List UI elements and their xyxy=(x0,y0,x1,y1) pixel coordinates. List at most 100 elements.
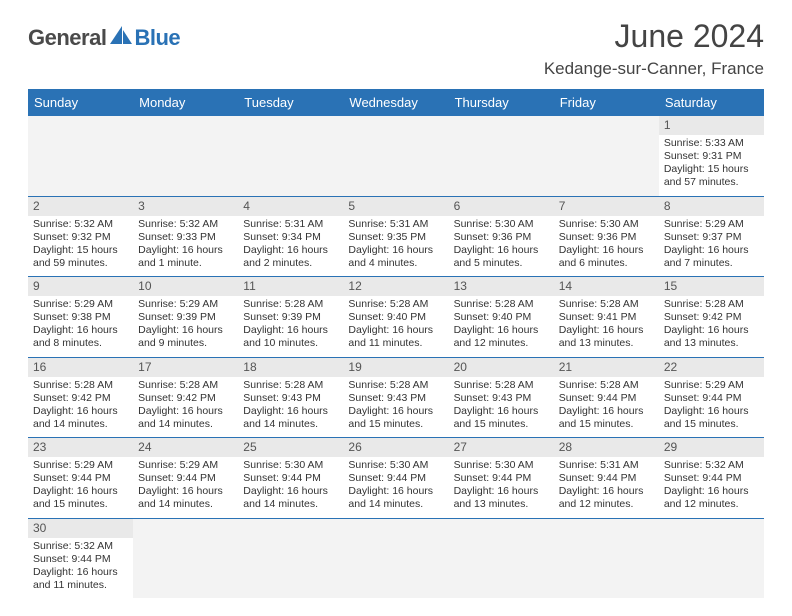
weekday-header: Thursday xyxy=(449,89,554,116)
day-number: 25 xyxy=(238,438,343,457)
logo-text-general: General xyxy=(28,25,106,51)
day-number: 26 xyxy=(343,438,448,457)
day-number: 7 xyxy=(554,197,659,216)
calendar-cell xyxy=(238,518,343,598)
title-block: June 2024 Kedange-sur-Canner, France xyxy=(544,18,764,79)
calendar-cell: 7 Sunrise: 5:30 AMSunset: 9:36 PMDaylight… xyxy=(554,196,659,277)
calendar-cell xyxy=(554,518,659,598)
day-info: Sunrise: 5:30 AMSunset: 9:44 PMDaylight:… xyxy=(348,459,443,512)
day-number: 13 xyxy=(449,277,554,296)
calendar-cell: 1Sunrise: 5:33 AMSunset: 9:31 PMDaylight… xyxy=(659,116,764,196)
day-number: 5 xyxy=(343,197,448,216)
day-number: 28 xyxy=(554,438,659,457)
calendar-cell: 18Sunrise: 5:28 AMSunset: 9:43 PMDayligh… xyxy=(238,357,343,438)
calendar-cell: 28 Sunrise: 5:31 AMSunset: 9:44 PMDayligh… xyxy=(554,438,659,519)
weekday-header: Sunday xyxy=(28,89,133,116)
day-info: Sunrise: 5:29 AMSunset: 9:44 PMDaylight:… xyxy=(33,459,128,512)
day-number: 17 xyxy=(133,358,238,377)
day-info: Sunrise: 5:28 AMSunset: 9:41 PMDaylight:… xyxy=(559,298,654,351)
day-info: Sunrise: 5:29 AMSunset: 9:38 PMDaylight:… xyxy=(33,298,128,351)
day-number: 8 xyxy=(659,197,764,216)
calendar-row: 9 Sunrise: 5:29 AMSunset: 9:38 PMDaylight… xyxy=(28,277,764,358)
day-info: Sunrise: 5:30 AMSunset: 9:36 PMDaylight:… xyxy=(559,218,654,271)
day-number: 18 xyxy=(238,358,343,377)
weekday-header: Monday xyxy=(133,89,238,116)
calendar-cell xyxy=(449,518,554,598)
calendar-cell: 15 Sunrise: 5:28 AMSunset: 9:42 PMDayligh… xyxy=(659,277,764,358)
calendar-cell xyxy=(659,518,764,598)
calendar-cell: 2 Sunrise: 5:32 AMSunset: 9:32 PMDaylight… xyxy=(28,196,133,277)
day-info: Sunrise: 5:32 AMSunset: 9:32 PMDaylight:… xyxy=(33,218,128,271)
day-number: 21 xyxy=(554,358,659,377)
calendar-row: 30Sunrise: 5:32 AMSunset: 9:44 PMDayligh… xyxy=(28,518,764,598)
calendar-cell: 11Sunrise: 5:28 AMSunset: 9:39 PMDayligh… xyxy=(238,277,343,358)
calendar-cell: 13 Sunrise: 5:28 AMSunset: 9:40 PMDayligh… xyxy=(449,277,554,358)
calendar-cell: 3Sunrise: 5:32 AMSunset: 9:33 PMDaylight… xyxy=(133,196,238,277)
day-info: Sunrise: 5:31 AMSunset: 9:34 PMDaylight:… xyxy=(243,218,338,271)
day-number: 30 xyxy=(28,519,133,538)
day-number: 15 xyxy=(659,277,764,296)
calendar-cell xyxy=(343,518,448,598)
calendar-cell: 22Sunrise: 5:29 AMSunset: 9:44 PMDayligh… xyxy=(659,357,764,438)
calendar-cell: 30Sunrise: 5:32 AMSunset: 9:44 PMDayligh… xyxy=(28,518,133,598)
day-number: 14 xyxy=(554,277,659,296)
calendar-cell xyxy=(554,116,659,196)
day-info: Sunrise: 5:30 AMSunset: 9:44 PMDaylight:… xyxy=(243,459,338,512)
day-info: Sunrise: 5:28 AMSunset: 9:42 PMDaylight:… xyxy=(33,379,128,432)
day-number: 24 xyxy=(133,438,238,457)
calendar-cell xyxy=(133,116,238,196)
day-info: Sunrise: 5:28 AMSunset: 9:43 PMDaylight:… xyxy=(348,379,443,432)
calendar-row: 16Sunrise: 5:28 AMSunset: 9:42 PMDayligh… xyxy=(28,357,764,438)
day-info: Sunrise: 5:29 AMSunset: 9:37 PMDaylight:… xyxy=(664,218,759,271)
day-info: Sunrise: 5:32 AMSunset: 9:33 PMDaylight:… xyxy=(138,218,233,271)
calendar-row: 23 Sunrise: 5:29 AMSunset: 9:44 PMDayligh… xyxy=(28,438,764,519)
calendar-row: 1Sunrise: 5:33 AMSunset: 9:31 PMDaylight… xyxy=(28,116,764,196)
day-info: Sunrise: 5:31 AMSunset: 9:44 PMDaylight:… xyxy=(559,459,654,512)
day-info: Sunrise: 5:28 AMSunset: 9:39 PMDaylight:… xyxy=(243,298,338,351)
day-info: Sunrise: 5:28 AMSunset: 9:42 PMDaylight:… xyxy=(138,379,233,432)
calendar-cell: 21Sunrise: 5:28 AMSunset: 9:44 PMDayligh… xyxy=(554,357,659,438)
calendar-cell: 8 Sunrise: 5:29 AMSunset: 9:37 PMDaylight… xyxy=(659,196,764,277)
header: General Blue June 2024 Kedange-sur-Canne… xyxy=(28,18,764,79)
day-number: 1 xyxy=(659,116,764,135)
weekday-header: Friday xyxy=(554,89,659,116)
day-info: Sunrise: 5:30 AMSunset: 9:44 PMDaylight:… xyxy=(454,459,549,512)
calendar-cell: 10Sunrise: 5:29 AMSunset: 9:39 PMDayligh… xyxy=(133,277,238,358)
day-info: Sunrise: 5:28 AMSunset: 9:43 PMDaylight:… xyxy=(454,379,549,432)
calendar-table: SundayMondayTuesdayWednesdayThursdayFrid… xyxy=(28,89,764,598)
day-number: 20 xyxy=(449,358,554,377)
day-number: 23 xyxy=(28,438,133,457)
day-number: 9 xyxy=(28,277,133,296)
day-number: 6 xyxy=(449,197,554,216)
calendar-cell: 14 Sunrise: 5:28 AMSunset: 9:41 PMDayligh… xyxy=(554,277,659,358)
calendar-cell: 12Sunrise: 5:28 AMSunset: 9:40 PMDayligh… xyxy=(343,277,448,358)
day-info: Sunrise: 5:28 AMSunset: 9:40 PMDaylight:… xyxy=(454,298,549,351)
day-number: 2 xyxy=(28,197,133,216)
day-info: Sunrise: 5:30 AMSunset: 9:36 PMDaylight:… xyxy=(454,218,549,271)
calendar-cell xyxy=(28,116,133,196)
day-info: Sunrise: 5:28 AMSunset: 9:42 PMDaylight:… xyxy=(664,298,759,351)
weekday-header: Saturday xyxy=(659,89,764,116)
calendar-cell: 16Sunrise: 5:28 AMSunset: 9:42 PMDayligh… xyxy=(28,357,133,438)
day-info: Sunrise: 5:32 AMSunset: 9:44 PMDaylight:… xyxy=(664,459,759,512)
day-info: Sunrise: 5:29 AMSunset: 9:39 PMDaylight:… xyxy=(138,298,233,351)
location: Kedange-sur-Canner, France xyxy=(544,59,764,79)
calendar-cell: 24Sunrise: 5:29 AMSunset: 9:44 PMDayligh… xyxy=(133,438,238,519)
weekday-header-row: SundayMondayTuesdayWednesdayThursdayFrid… xyxy=(28,89,764,116)
calendar-cell xyxy=(449,116,554,196)
calendar-row: 2 Sunrise: 5:32 AMSunset: 9:32 PMDaylight… xyxy=(28,196,764,277)
day-info: Sunrise: 5:29 AMSunset: 9:44 PMDaylight:… xyxy=(664,379,759,432)
logo: General Blue xyxy=(28,24,180,51)
day-info: Sunrise: 5:31 AMSunset: 9:35 PMDaylight:… xyxy=(348,218,443,271)
calendar-cell: 9 Sunrise: 5:29 AMSunset: 9:38 PMDaylight… xyxy=(28,277,133,358)
calendar-cell: 5 Sunrise: 5:31 AMSunset: 9:35 PMDaylight… xyxy=(343,196,448,277)
day-number: 29 xyxy=(659,438,764,457)
calendar-cell xyxy=(133,518,238,598)
calendar-cell: 27 Sunrise: 5:30 AMSunset: 9:44 PMDayligh… xyxy=(449,438,554,519)
calendar-cell: 23 Sunrise: 5:29 AMSunset: 9:44 PMDayligh… xyxy=(28,438,133,519)
calendar-cell: 4Sunrise: 5:31 AMSunset: 9:34 PMDaylight… xyxy=(238,196,343,277)
calendar-cell: 6 Sunrise: 5:30 AMSunset: 9:36 PMDaylight… xyxy=(449,196,554,277)
day-number: 27 xyxy=(449,438,554,457)
day-number: 12 xyxy=(343,277,448,296)
calendar-cell: 20 Sunrise: 5:28 AMSunset: 9:43 PMDayligh… xyxy=(449,357,554,438)
